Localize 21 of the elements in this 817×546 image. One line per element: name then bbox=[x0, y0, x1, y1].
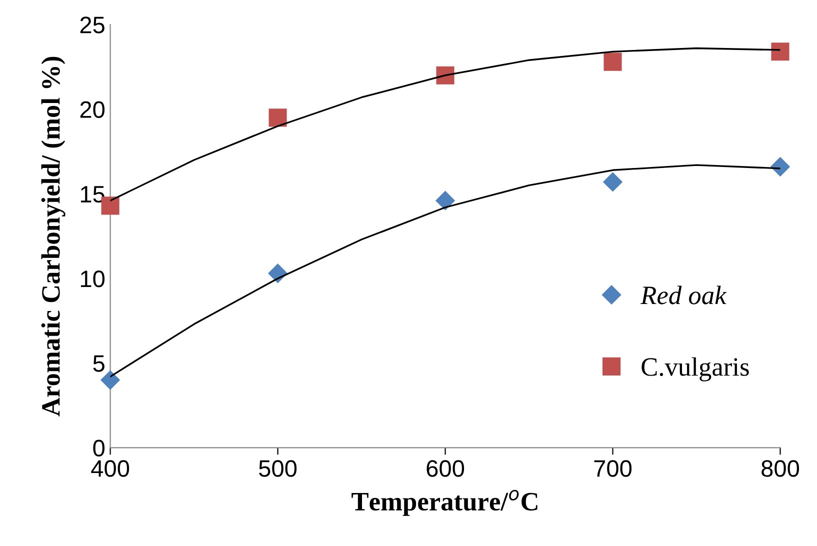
y-axis-title: Aromatic Carbonyield/ (mol %) bbox=[41, 56, 66, 416]
x-axis-title: Temperature/$^{o}$C bbox=[352, 490, 538, 516]
y-tick-label: 5 bbox=[93, 355, 104, 372]
x-tick-label: 700 bbox=[594, 460, 632, 477]
point bbox=[771, 42, 790, 61]
y-tick-label: 20 bbox=[80, 101, 105, 118]
point bbox=[100, 370, 120, 390]
y-tick-label: 10 bbox=[80, 270, 105, 288]
x-tick-label: 400 bbox=[91, 460, 130, 477]
y-tick-label: 25 bbox=[80, 16, 104, 34]
x-tick-label: 500 bbox=[259, 460, 297, 477]
legend-label: Red oak bbox=[640, 286, 727, 304]
point bbox=[436, 191, 455, 210]
x-tick-label: 600 bbox=[426, 460, 464, 477]
point bbox=[268, 108, 287, 127]
legend-label: C.vulgaris bbox=[642, 357, 749, 382]
point bbox=[603, 172, 622, 192]
y-tick-label: 0 bbox=[93, 440, 105, 457]
x-tick-label: 800 bbox=[762, 460, 800, 477]
point bbox=[770, 157, 790, 176]
point bbox=[604, 52, 622, 71]
